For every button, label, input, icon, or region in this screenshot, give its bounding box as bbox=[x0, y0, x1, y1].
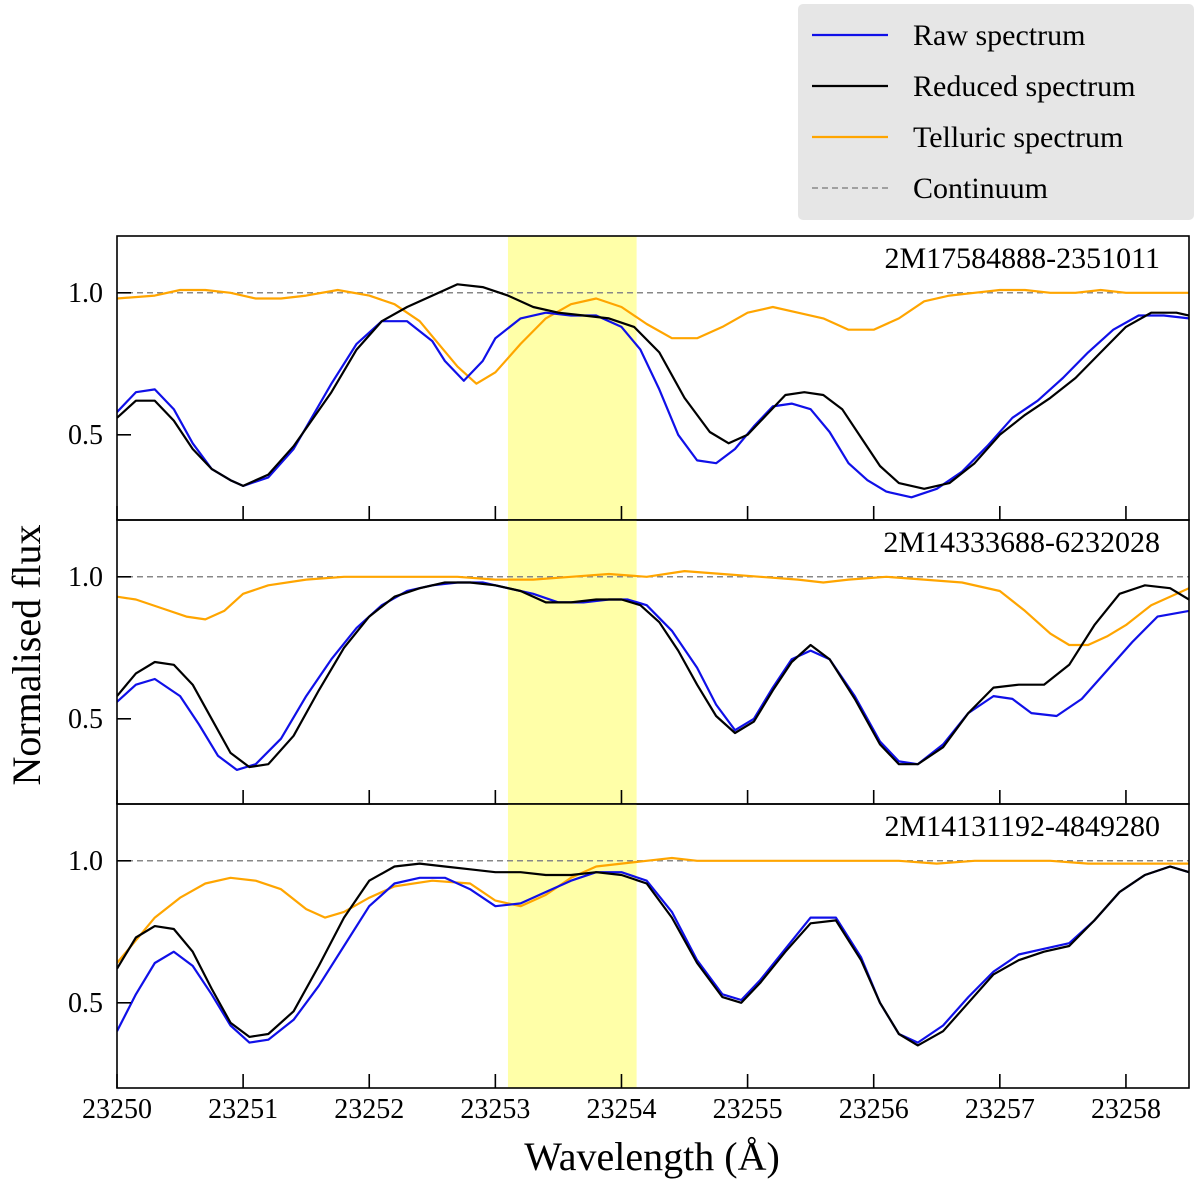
x-tick-labels: 23250 23251 23252 23253 23254 23255 23256 23257… bbox=[82, 1094, 1161, 1125]
panel-frame bbox=[116, 803, 1190, 1089]
legend-label-raw: Raw spectrum bbox=[913, 19, 1085, 52]
series-reduced-line bbox=[117, 283, 1189, 490]
panel-2: 0.5 1.0 2M14333688-6232028 bbox=[68, 519, 1190, 805]
x-tick-label: 23253 bbox=[460, 1094, 530, 1125]
series-reduced-line bbox=[117, 581, 1189, 769]
series-telluric-line bbox=[117, 856, 1189, 964]
x-tick-label: 23252 bbox=[334, 1094, 404, 1125]
x-tick-label: 23255 bbox=[713, 1094, 783, 1125]
x-tick-label: 23258 bbox=[1091, 1094, 1161, 1125]
x-axis-label: Wavelength (Å) bbox=[524, 1134, 780, 1179]
series-raw-line bbox=[117, 865, 1189, 1044]
x-tick-label: 23257 bbox=[965, 1094, 1035, 1125]
panel-frame bbox=[116, 519, 1190, 805]
y-axis-label: Normalised flux bbox=[4, 524, 49, 785]
series-telluric-line bbox=[117, 569, 1189, 647]
legend-box bbox=[798, 4, 1194, 220]
legend-label-reduced: Reduced spectrum bbox=[913, 70, 1135, 103]
series-reduced-line bbox=[117, 862, 1189, 1047]
y-tick-label: 1.0 bbox=[68, 562, 103, 593]
highlight-band bbox=[507, 520, 637, 804]
highlight-band bbox=[507, 804, 637, 1088]
series-telluric-line bbox=[117, 288, 1189, 385]
x-tick-label: 23256 bbox=[839, 1094, 909, 1125]
legend: Raw spectrum Reduced spectrum Telluric spe… bbox=[798, 4, 1194, 220]
series-raw-line bbox=[117, 581, 1189, 772]
y-tick-label: 1.0 bbox=[68, 278, 103, 309]
panel-3: 0.5 1.0 2M14131192-4849280 bbox=[68, 803, 1190, 1089]
x-tick-label: 23251 bbox=[208, 1094, 278, 1125]
x-tick-label: 23250 bbox=[82, 1094, 152, 1125]
y-tick-label: 0.5 bbox=[68, 420, 103, 451]
legend-label-continuum: Continuum bbox=[913, 172, 1048, 205]
y-tick-label: 0.5 bbox=[68, 988, 103, 1019]
panels: 0.5 1.0 2M17584888-2351011 0.5 1.0 2M14333688… bbox=[68, 235, 1190, 1125]
y-tick-label: 1.0 bbox=[68, 846, 103, 877]
panel-1: 0.5 1.0 2M17584888-2351011 bbox=[68, 235, 1190, 521]
panel-label: 2M14131192-4849280 bbox=[884, 810, 1160, 843]
panel-label: 2M14333688-6232028 bbox=[883, 526, 1160, 559]
highlight-band bbox=[507, 236, 637, 520]
x-tick-label: 23254 bbox=[586, 1094, 656, 1125]
series-raw-line bbox=[117, 311, 1189, 499]
y-tick-label: 0.5 bbox=[68, 704, 103, 735]
legend-label-telluric: Telluric spectrum bbox=[913, 121, 1123, 154]
panel-label: 2M17584888-2351011 bbox=[884, 242, 1160, 275]
